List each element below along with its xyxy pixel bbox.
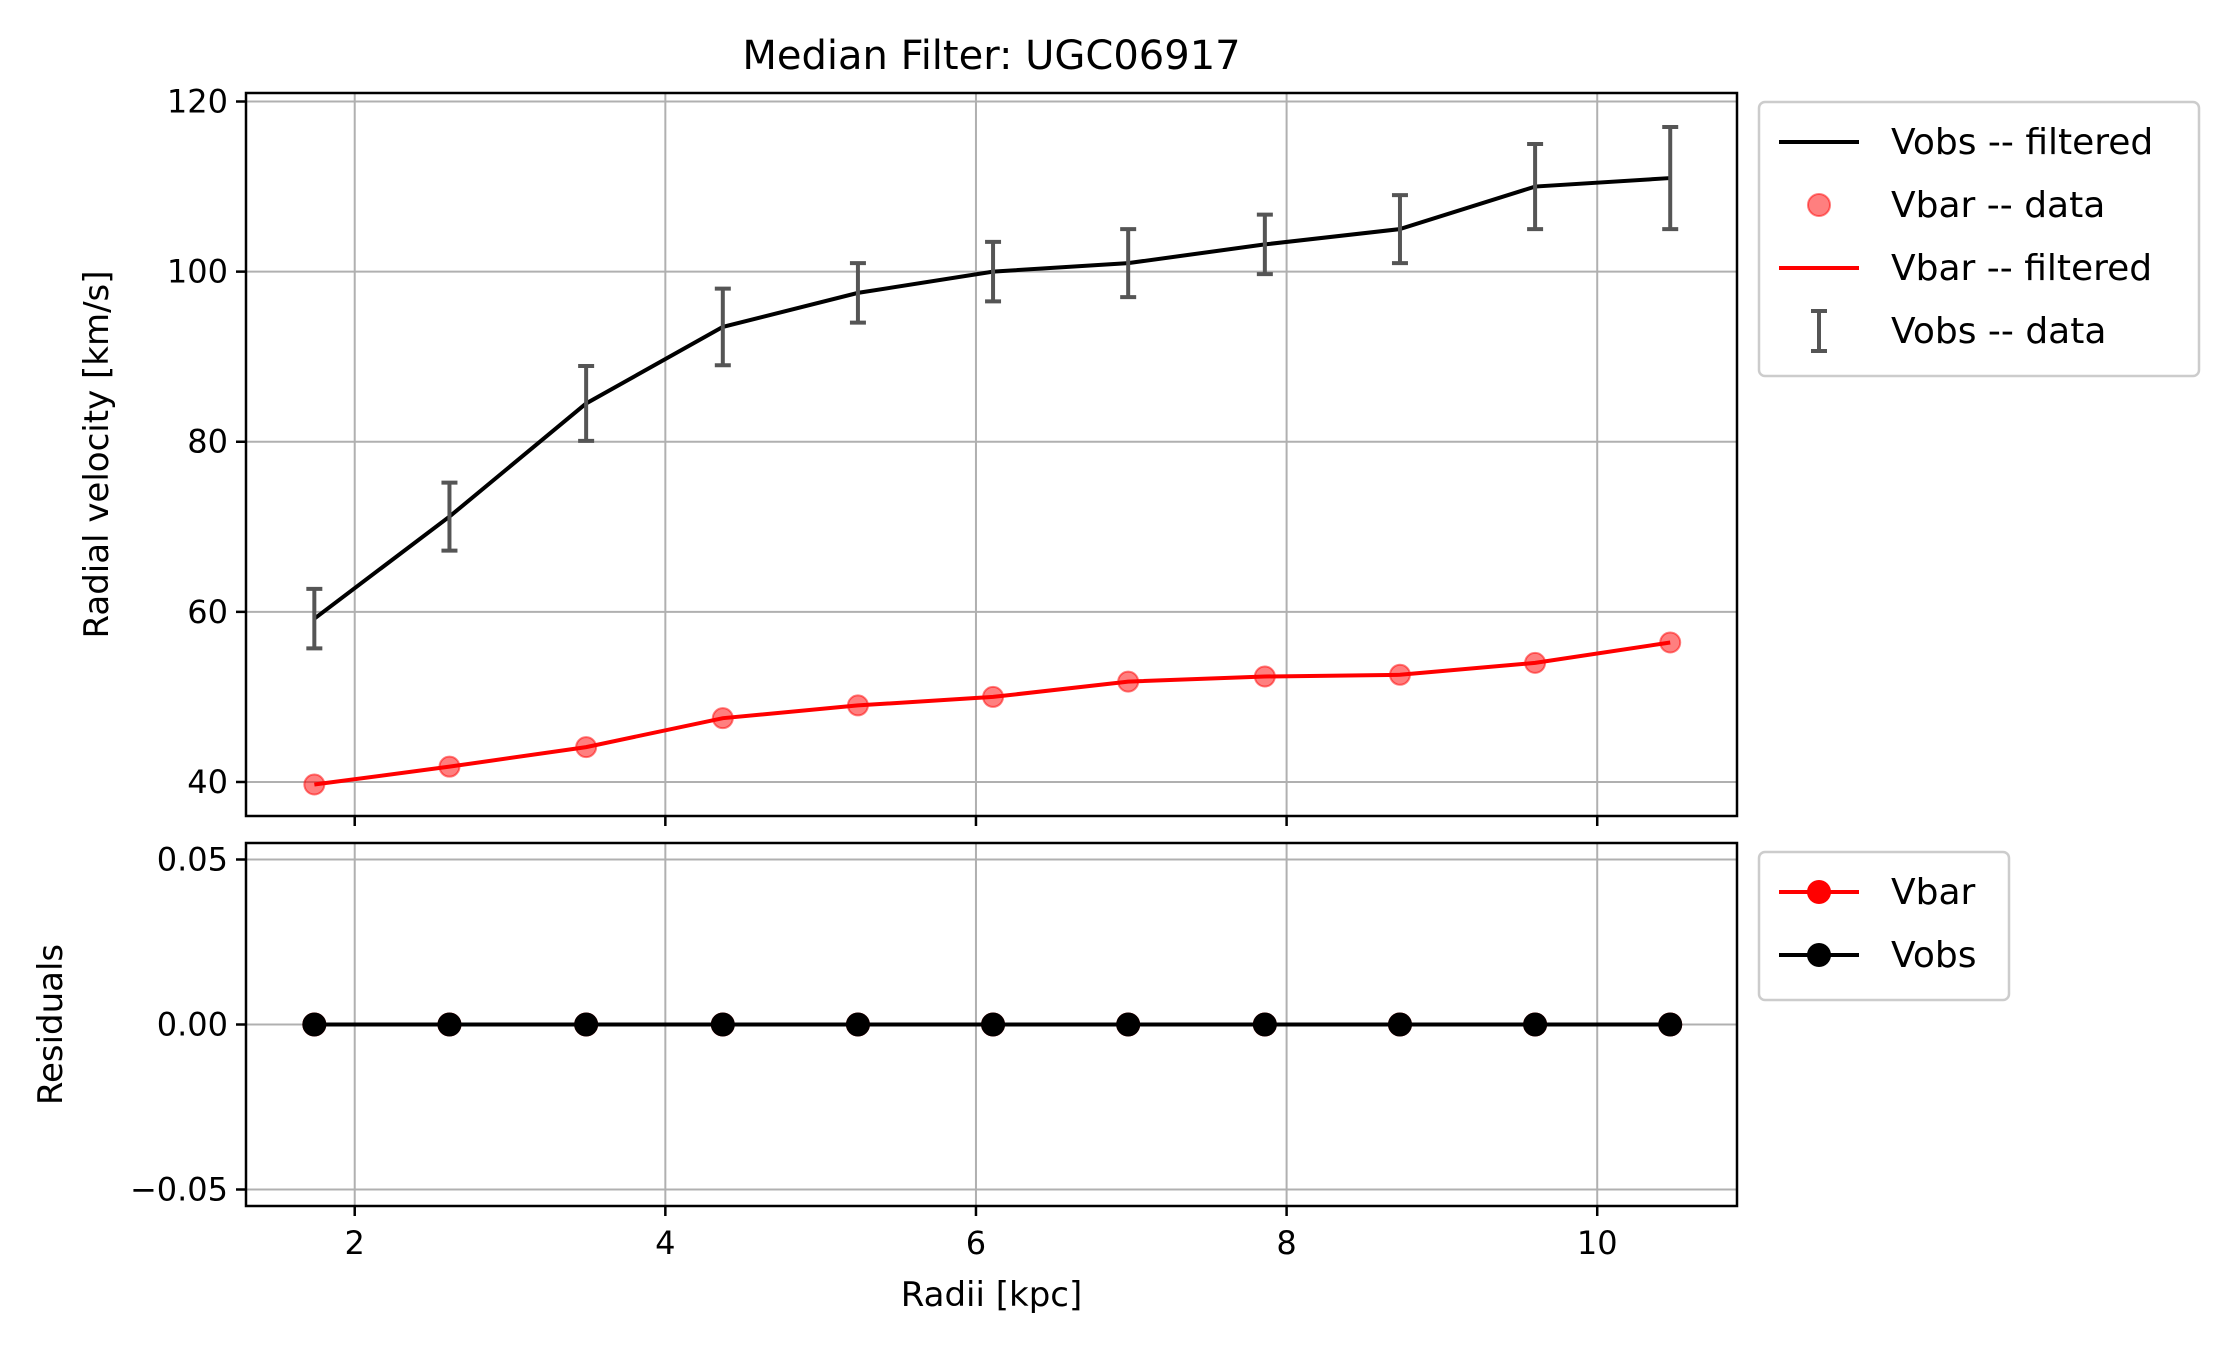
y-tick-label: 120 — [167, 83, 228, 121]
errorbar — [849, 261, 866, 325]
errorbar — [985, 239, 1002, 304]
legend-entry: Vbar -- filtered — [1891, 248, 2152, 289]
legend: Vbar Vobs — [1757, 850, 2011, 1002]
legend-entry: Vbar -- data — [1891, 185, 2105, 226]
errorbar — [578, 364, 595, 443]
series-marker — [1387, 1012, 1412, 1037]
x-tick-label: 4 — [655, 1224, 675, 1262]
chart-title: Median Filter: UGC06917 — [742, 33, 1240, 79]
y-tick-label: 60 — [187, 593, 228, 631]
y-tick-label: −0.05 — [130, 1171, 228, 1209]
y-tick-label: 0.00 — [157, 1006, 228, 1044]
velocity-panel: 40 60 80 100 120 Median Filter: UGC06917 Radia… — [77, 33, 2201, 826]
legend-entry: Vobs — [1891, 935, 1976, 976]
errorbar — [306, 586, 323, 651]
series-marker — [437, 1012, 462, 1037]
series-marker — [1252, 1012, 1277, 1037]
series-marker — [710, 1012, 735, 1037]
x-tick-label: 2 — [345, 1224, 365, 1262]
errorbar — [1391, 193, 1408, 266]
x-axis-label: Radii [kpc] — [901, 1275, 1083, 1315]
y-tick-label: 40 — [187, 763, 228, 801]
series-marker — [845, 1012, 870, 1037]
y-tick-label: 80 — [187, 423, 228, 461]
axes-frame — [244, 91, 1739, 818]
legend: Vobs -- filtered Vbar -- data Vbar -- filt… — [1757, 100, 2201, 378]
series-marker — [574, 1012, 599, 1037]
legend-entry: Vobs -- filtered — [1891, 122, 2153, 163]
legend-handle-marker — [1807, 943, 1831, 967]
legend-frame — [1757, 100, 2201, 378]
y-tick-label: 0.05 — [157, 841, 228, 879]
series-line — [314, 640, 1671, 787]
y-axis-label: Radial velocity [km/s] — [77, 270, 117, 638]
errorbar — [1527, 142, 1544, 232]
errorbar — [1662, 125, 1679, 232]
x-tick-label: 10 — [1577, 1224, 1618, 1262]
x-tick-label: 8 — [1276, 1224, 1296, 1262]
legend-handle-marker — [1807, 880, 1831, 904]
errorbar — [714, 286, 731, 368]
series-marker — [1523, 1012, 1548, 1037]
legend-entry: Vbar — [1891, 872, 1976, 913]
y-axis-label: Residuals — [31, 944, 71, 1105]
residuals-panel: 2 4 6 8 10 −0.05 0.00 0.05 Radii [kpc] Residuals V… — [31, 841, 2011, 1315]
legend-entry: Vobs -- data — [1891, 311, 2106, 352]
errorbar — [1120, 227, 1137, 300]
series-marker — [1658, 1012, 1683, 1037]
legend-handle — [1807, 193, 1831, 217]
series-marker — [1116, 1012, 1141, 1037]
series-marker — [302, 1012, 327, 1037]
series-marker — [981, 1012, 1006, 1037]
errorbar — [441, 480, 458, 553]
y-tick-label: 100 — [167, 253, 228, 291]
errorbar — [1256, 212, 1273, 277]
x-tick-label: 6 — [966, 1224, 986, 1262]
